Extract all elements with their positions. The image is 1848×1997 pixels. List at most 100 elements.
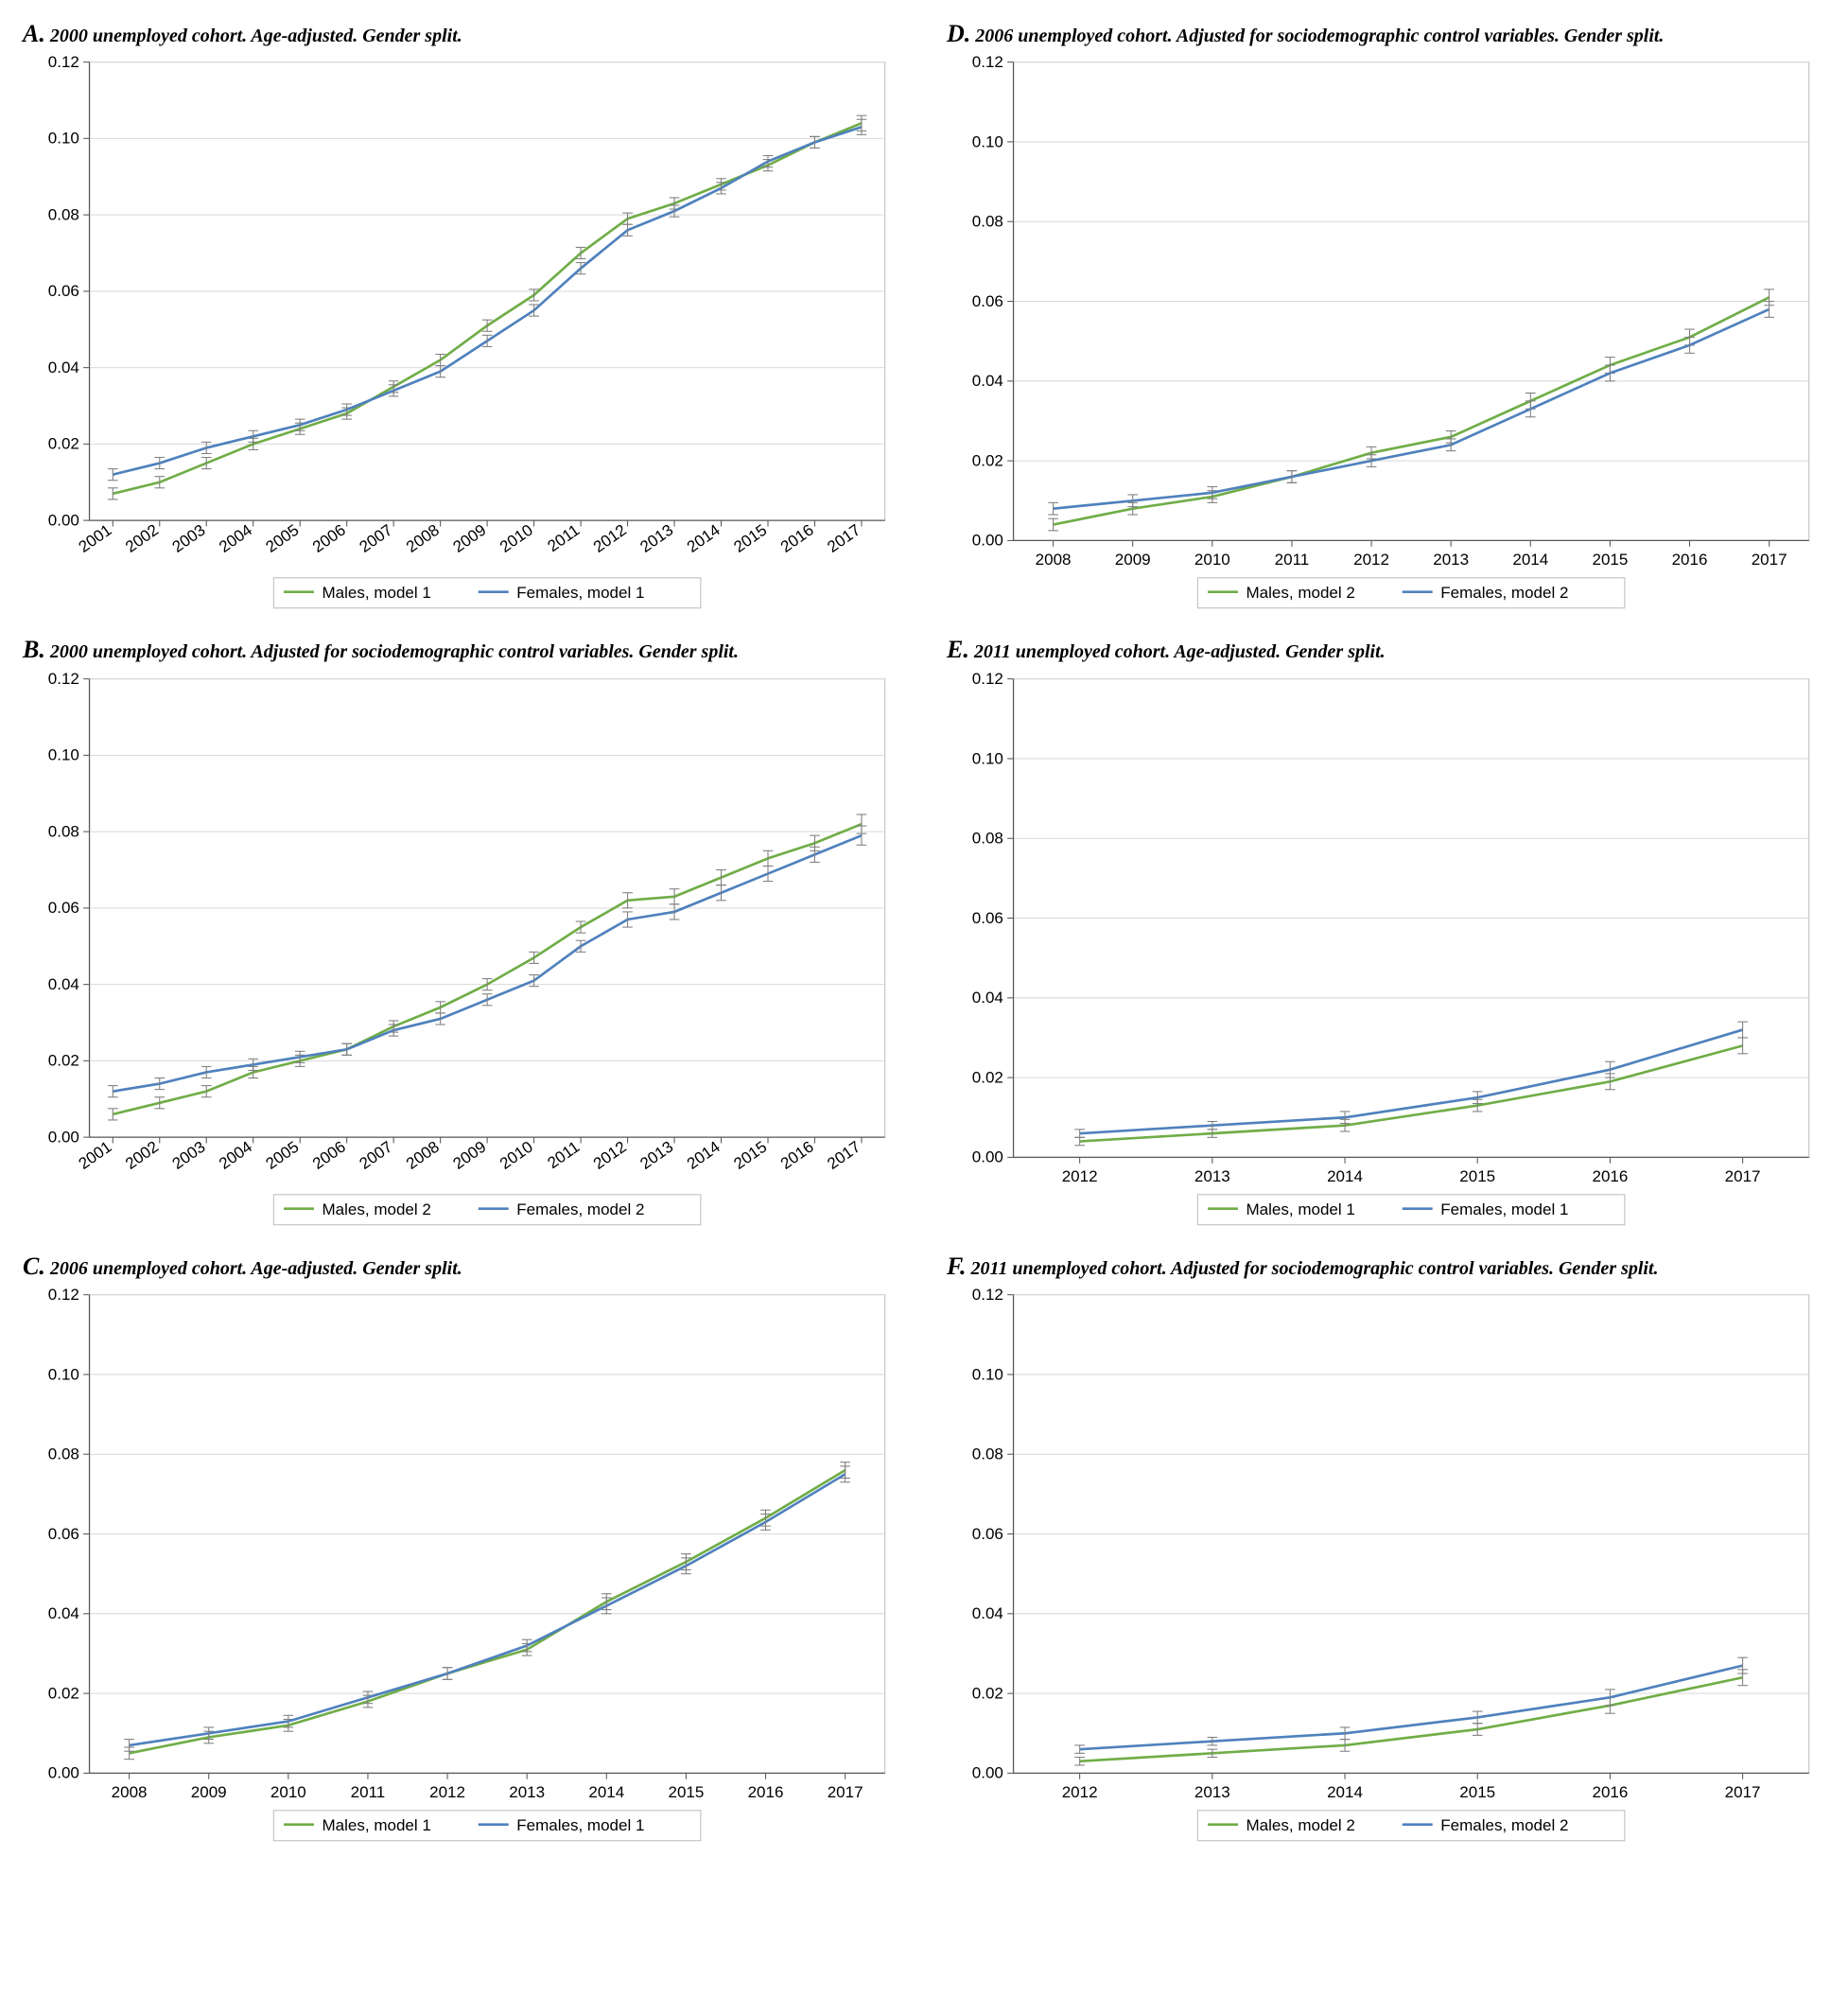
x-tick-label: 2006 [309,1137,349,1172]
chart-container: 0.000.020.040.060.080.100.12200820092010… [943,52,1829,616]
x-tick-label: 2008 [1036,551,1072,569]
y-tick-label: 0.06 [48,899,79,917]
y-tick-label: 0.06 [972,292,1003,310]
x-tick-label: 2012 [590,1137,630,1172]
panel-letter: A. [23,20,45,47]
y-tick-label: 0.10 [972,1365,1003,1383]
x-tick-label: 2007 [357,1137,396,1172]
x-tick-label: 2003 [169,521,209,556]
chart-svg: 0.000.020.040.060.080.100.12200820092010… [943,52,1829,616]
x-tick-label: 2004 [216,521,255,556]
panel-title: B. 2000 unemployed cohort. Adjusted for … [23,635,905,664]
y-tick-label: 0.02 [972,452,1003,470]
y-tick-label: 0.02 [48,1051,79,1069]
x-tick-label: 2017 [1752,551,1787,569]
x-tick-label: 2010 [497,1137,536,1172]
x-tick-label: 2010 [270,1783,306,1801]
y-tick-label: 0.04 [972,1604,1003,1622]
x-tick-label: 2013 [1194,1783,1230,1801]
panel-B: B. 2000 unemployed cohort. Adjusted for … [19,635,905,1232]
x-tick-label: 2014 [1327,1783,1363,1801]
x-tick-label: 2002 [122,521,162,556]
panel-desc: 2006 unemployed cohort. Adjusted for soc… [970,26,1664,46]
legend-label: Males, model 1 [322,584,430,602]
y-tick-label: 0.10 [972,132,1003,150]
x-tick-label: 2014 [1327,1167,1363,1185]
y-tick-label: 0.00 [48,1764,79,1782]
chart-svg: 0.000.020.040.060.080.100.12200820092010… [19,1285,905,1848]
x-tick-label: 2013 [636,1137,676,1172]
y-tick-label: 0.10 [48,130,79,148]
legend-label: Males, model 2 [1246,584,1354,602]
chart-grid: A. 2000 unemployed cohort. Age-adjusted.… [19,19,1829,1848]
y-tick-label: 0.02 [48,1685,79,1703]
y-tick-label: 0.04 [48,359,79,377]
panel-letter: E. [947,636,969,663]
legend-label: Males, model 1 [322,1816,430,1834]
y-tick-label: 0.04 [48,975,79,993]
panel-desc: 2011 unemployed cohort. Adjusted for soc… [967,1258,1659,1279]
panel-E: E. 2011 unemployed cohort. Age-adjusted.… [943,635,1829,1232]
x-tick-label: 2017 [824,521,863,556]
panel-letter: C. [23,1253,45,1280]
y-tick-label: 0.00 [48,1128,79,1146]
x-tick-label: 2014 [588,1783,624,1801]
chart-container: 0.00 0.02 0.04 0.06 0.08 0.10 0.12 2012 2013 2014… [943,1285,1829,1848]
y-tick-label: 0.08 [972,1445,1003,1463]
chart-svg: 0.000.020.040.060.080.100.12200120022003… [19,52,905,616]
panel-D: D. 2006 unemployed cohort. Adjusted for … [943,19,1829,616]
chart-svg: 0.000.020.040.060.080.100.12200120022003… [19,669,905,1233]
chart-container: 0.000.020.040.060.080.100.12201220132014… [943,669,1829,1233]
x-tick-label: 2014 [1512,551,1548,569]
legend-label: Females, model 1 [1440,1200,1568,1218]
x-tick-label: 2015 [730,521,770,556]
panel-desc: 2000 unemployed cohort. Age-adjusted. Ge… [45,26,462,46]
y-tick-label: 0.12 [48,670,79,688]
y-tick-label: 0.08 [972,213,1003,231]
x-tick-label: 2014 [684,1137,724,1172]
x-tick-label: 2009 [191,1783,227,1801]
panel-desc: 2011 unemployed cohort. Age-adjusted. Ge… [969,641,1386,662]
y-tick-label: 0.08 [48,822,79,840]
y-tick-label: 0.08 [972,829,1003,847]
legend-label: Females, model 2 [1440,1816,1568,1834]
x-tick-label: 2010 [497,521,536,556]
x-tick-label: 2012 [590,521,630,556]
x-tick-label: 2013 [1194,1167,1230,1185]
y-tick-label: 0.04 [972,989,1003,1007]
x-tick-label: 2016 [748,1783,784,1801]
x-tick-label: 2011 [1275,551,1310,569]
y-tick-label: 0.12 [48,1286,79,1304]
y-tick-label: 0.04 [48,1604,79,1622]
x-tick-label: 2017 [1725,1783,1761,1801]
y-tick-label: 0.08 [48,206,79,224]
legend-label: Females, model 2 [1440,584,1568,602]
y-tick-label: 0.02 [972,1685,1003,1703]
legend-label: Females, model 2 [516,1200,644,1218]
y-tick-label: 0.04 [972,372,1003,390]
legend-label: Males, model 2 [322,1200,430,1218]
x-tick-label: 2015 [730,1137,770,1172]
x-tick-label: 2008 [112,1783,148,1801]
x-tick-label: 2016 [777,521,817,556]
panel-F: F. 2011 unemployed cohort. Adjusted for … [943,1252,1829,1848]
y-tick-label: 0.12 [972,1286,1003,1304]
panel-desc: 2000 unemployed cohort. Adjusted for soc… [45,641,739,662]
y-tick-label: 0.12 [972,53,1003,71]
y-tick-label: 0.10 [972,749,1003,767]
x-tick-label: 2012 [1353,551,1389,569]
y-tick-label: 0.00 [972,1764,1003,1782]
panel-C: C. 2006 unemployed cohort. Age-adjusted.… [19,1252,905,1848]
x-tick-label: 2017 [1725,1167,1761,1185]
y-tick-label: 0.06 [972,1525,1003,1543]
x-tick-label: 2012 [1062,1783,1098,1801]
x-tick-label: 2016 [1592,1783,1628,1801]
y-tick-label: 0.00 [48,512,79,530]
x-tick-label: 2006 [309,521,349,556]
y-tick-label: 0.10 [48,1365,79,1383]
x-tick-label: 2001 [76,1137,115,1172]
chart-svg: 0.00 0.02 0.04 0.06 0.08 0.10 0.12 2012 2013 2014… [943,1285,1829,1848]
panel-letter: D. [947,20,970,47]
x-tick-label: 2015 [668,1783,704,1801]
y-tick-label: 0.06 [972,908,1003,926]
